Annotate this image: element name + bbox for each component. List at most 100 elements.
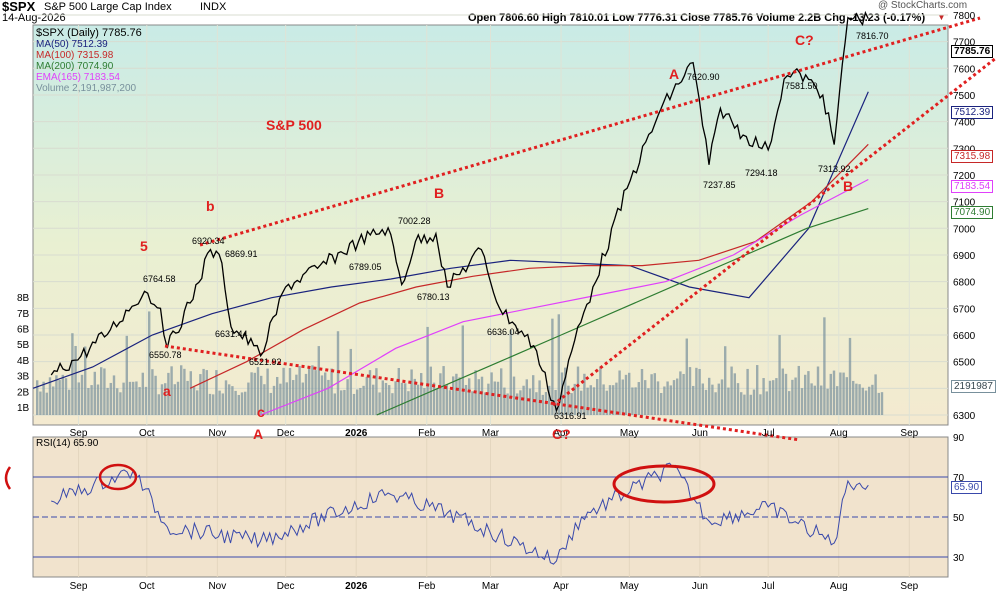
volume-bar [343,389,346,415]
volume-bar [340,390,343,415]
volume-bar [237,394,240,415]
wave-C-low: C? [552,426,571,442]
volume-bar [468,378,471,415]
volume-bar [109,382,112,415]
volume-bar [823,317,826,415]
volume-bar [596,379,599,415]
rsi-tick-label: 70 [953,473,965,484]
symbol-ticker: $SPX [2,0,36,14]
legend-price-label: $SPX (Daily) 7785.76 [36,27,142,39]
volume-bar [365,377,368,415]
volume-bar [868,386,871,415]
y-tick-label: 7500 [953,91,976,102]
watermark: @ StockCharts.com [878,0,968,11]
volume-bar [282,367,285,415]
volume-bar [93,371,96,415]
volume-bar [618,370,621,415]
volume-bar [855,383,858,415]
volume-bar [436,388,439,415]
x-tick-label: 2026 [345,581,368,592]
volume-bar [538,380,541,415]
volume-bar [74,345,77,415]
volume-bar [589,385,592,415]
volume-bar [160,384,164,415]
x-tick-label: Sep [900,581,918,592]
volume-bar [496,381,500,415]
volume-bar [45,392,48,415]
tag-ma50: 7512.39 [951,106,994,119]
volume-bar [205,370,208,415]
y-tick-label: 7300 [953,144,976,155]
volume-bar [180,365,183,415]
volume-bar [871,384,874,415]
volume-bar [106,387,109,415]
y-tick-label: 6900 [953,251,976,262]
volume-bar [164,383,167,415]
volume-bar [77,382,80,415]
x-tick-label: 2026 [345,428,368,439]
volume-tick-label: 5B [17,340,30,351]
volume-bar [480,376,484,415]
rsi-tick-label: 50 [953,513,965,524]
volume-bar [762,378,765,415]
volume-bar [570,393,573,415]
price-label: 6550.78 [149,350,182,360]
overbought-circle [612,464,716,504]
x-tick-label: Jul [762,428,775,439]
volume-bar [333,393,336,415]
volume-bar [506,393,509,415]
volume-bar [477,379,480,415]
overbought-circle [98,463,138,491]
y-tick-label: 7200 [953,171,976,182]
volume-bar [68,389,71,415]
volume-tick-label: 7B [17,309,30,320]
ema165-line [260,178,869,416]
volume-bar [132,381,135,415]
volume-bar [768,380,772,415]
volume-bar [717,383,720,415]
price-label: 6521.92 [249,357,282,367]
volume-bar [714,392,717,415]
y-tick-label: 7800 [953,11,976,22]
x-tick-label: Jun [692,581,708,592]
volume-bar [560,372,564,415]
volume-bar [864,390,868,415]
volume-bar [352,393,356,415]
y-tick-label: 6300 [953,411,976,422]
volume-bar [685,338,688,415]
rsi-line [51,462,869,565]
volume-bar [36,380,39,415]
volume-bar [378,392,381,415]
volume-bar [519,390,522,415]
symbol-name: S&P 500 Large Cap Index [44,1,172,13]
volume-bar [240,392,244,415]
volume-bar [52,386,55,415]
volume-bar [586,387,589,415]
volume-bar [397,367,400,415]
volume-bar [359,388,362,415]
x-tick-label: Jul [762,581,775,592]
ma200-line [376,208,869,416]
volume-bar [807,371,810,415]
volume-bar [154,375,157,415]
volume-bar [564,367,567,415]
wave-a-small: a [163,383,171,399]
y-tick-label: 7700 [953,38,976,49]
volume-bar [794,377,797,415]
volume-tick-label: 1B [17,403,30,414]
volume-bar [672,380,676,415]
volume-bar [375,368,378,415]
volume-bar [141,372,144,415]
price-label: 7002.28 [398,216,431,226]
volume-bar [816,366,820,415]
volume-bar [736,383,740,415]
volume-bar [260,375,263,415]
volume-bar [852,380,855,415]
volume-bar [189,371,192,415]
volume-bar [503,387,506,415]
symbol: $SPX [2,0,35,14]
wave-5: 5 [140,238,148,254]
volume-bar [298,365,301,415]
volume-bar [493,381,496,415]
